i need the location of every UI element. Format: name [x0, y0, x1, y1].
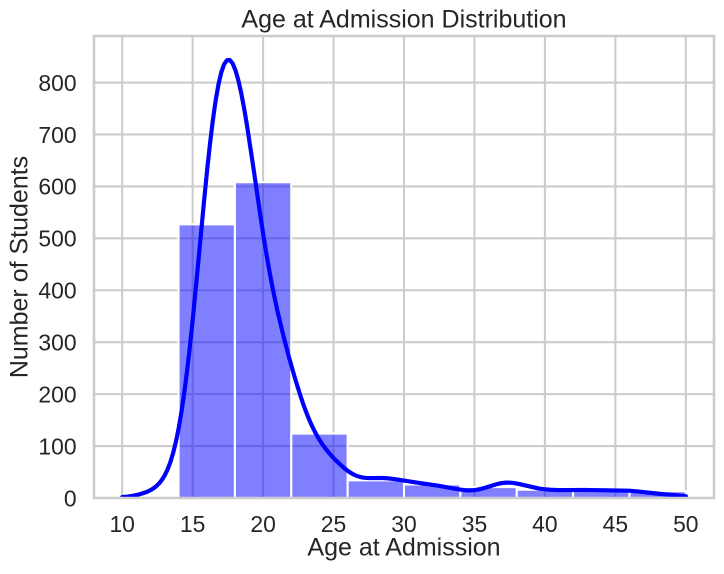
svg-text:25: 25 [320, 511, 345, 537]
svg-text:15: 15 [179, 511, 204, 537]
svg-text:0: 0 [63, 485, 76, 511]
svg-text:Number of Students: Number of Students [5, 156, 33, 378]
svg-text:Age at Admission: Age at Admission [307, 534, 500, 562]
svg-text:45: 45 [602, 511, 627, 537]
svg-text:35: 35 [461, 511, 486, 537]
svg-text:100: 100 [38, 433, 76, 459]
svg-text:40: 40 [532, 511, 557, 537]
svg-text:600: 600 [38, 174, 76, 200]
svg-text:200: 200 [38, 382, 76, 408]
svg-text:30: 30 [391, 511, 416, 537]
svg-text:800: 800 [38, 70, 76, 96]
svg-text:Age at Admission Distribution: Age at Admission Distribution [241, 6, 566, 34]
svg-text:50: 50 [673, 511, 698, 537]
svg-text:500: 500 [38, 226, 76, 252]
svg-text:20: 20 [250, 511, 275, 537]
svg-text:700: 700 [38, 122, 76, 148]
svg-text:300: 300 [38, 330, 76, 356]
svg-text:10: 10 [109, 511, 134, 537]
svg-text:400: 400 [38, 278, 76, 304]
